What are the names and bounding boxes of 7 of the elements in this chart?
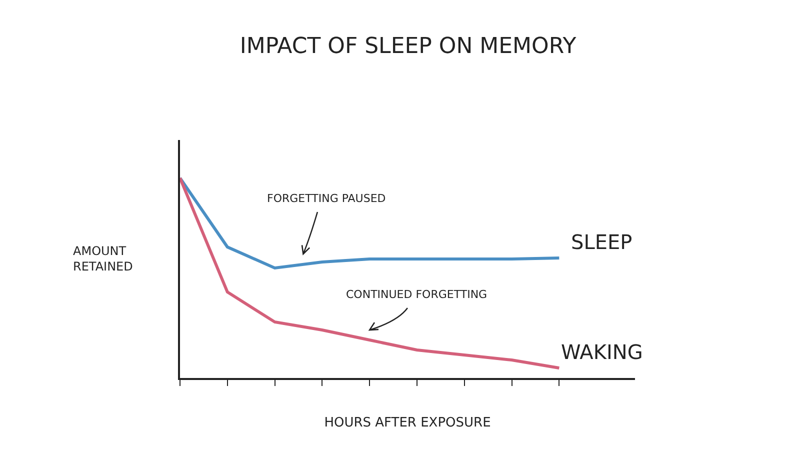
y-axis-title: AMOUNT RETAINED — [73, 244, 133, 274]
chart-title: IMPACT OF SLEEP ON MEMORY — [240, 34, 577, 59]
x-axis-title: HOURS AFTER EXPOSURE — [324, 415, 491, 430]
series-label: WAKING — [561, 340, 643, 364]
series-label: SLEEP — [571, 230, 632, 254]
annotation: CONTINUED FORGETTING — [346, 288, 488, 301]
annotation: FORGETTING PAUSED — [267, 192, 386, 205]
